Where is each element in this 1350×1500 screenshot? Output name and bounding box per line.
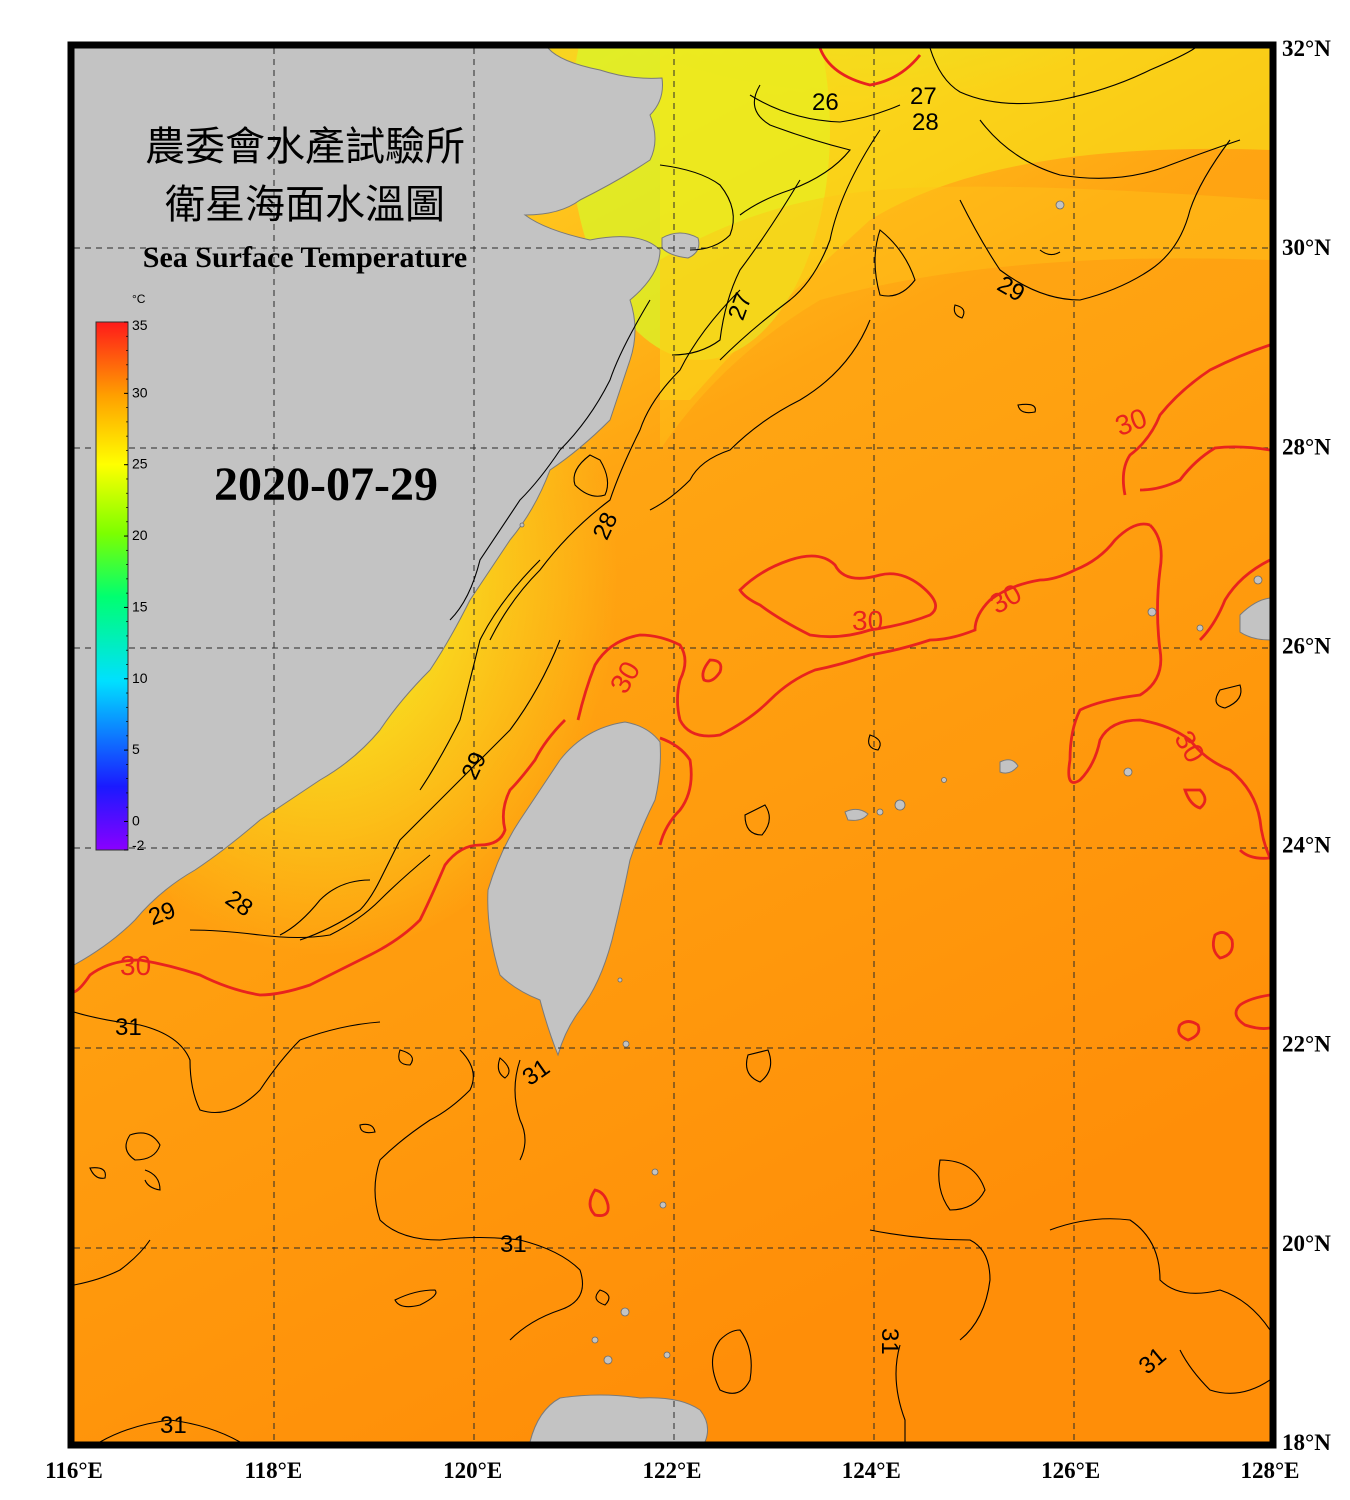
- luzon-island: [529, 1394, 709, 1442]
- longitude-label: 128°E: [1240, 1458, 1299, 1483]
- contour-label: 31: [115, 1014, 142, 1041]
- title-english: Sea Surface Temperature: [143, 241, 467, 274]
- latitude-labels: 32°N 30°N 28°N 26°N 24°N 22°N 20°N 18°N: [1282, 36, 1331, 1455]
- latitude-label: 24°N: [1282, 833, 1331, 858]
- contour-label-30: 30: [852, 605, 883, 636]
- latitude-label: 26°N: [1282, 633, 1331, 658]
- colorbar-tick-label: 10: [132, 670, 148, 686]
- latitude-label: 22°N: [1282, 1032, 1331, 1057]
- colorbar-gradient: [95, 321, 129, 851]
- map-frame: [67, 41, 1277, 1449]
- china-mainland: [74, 48, 663, 966]
- contour-label: 28: [912, 109, 939, 136]
- latitude-label: 18°N: [1282, 1430, 1331, 1455]
- ryukyu-island: [1239, 597, 1270, 641]
- colorbar-tick-label: 15: [132, 598, 148, 614]
- title-map-name: 衛星海面水溫圖: [165, 182, 445, 228]
- isotherms-black: [74, 48, 1270, 1442]
- contour-label: 31: [500, 1231, 527, 1258]
- latitude-label: 28°N: [1282, 434, 1331, 459]
- colorbar-tick-label: 25: [132, 456, 148, 472]
- longitude-label: 126°E: [1041, 1458, 1100, 1483]
- map-date: 2020-07-29: [214, 458, 438, 511]
- longitude-label: 120°E: [443, 1458, 502, 1483]
- colorbar-unit: °C: [132, 292, 146, 306]
- yonaguni-island: [999, 759, 1019, 774]
- taiwan-island: [487, 721, 661, 1057]
- contour-label: 26: [812, 89, 839, 116]
- colorbar-tick-label: -2: [132, 837, 145, 853]
- colorbar: °C 35 30 25 20 15 10 5 0 -2: [95, 292, 148, 853]
- longitude-label: 118°E: [244, 1458, 302, 1483]
- longitude-labels: 116°E 118°E 120°E 122°E 124°E 126°E 128°E: [45, 1458, 1299, 1483]
- colorbar-tick-label: 0: [132, 812, 140, 828]
- latitude-label: 32°N: [1282, 36, 1331, 61]
- colorbar-tick-label: 30: [132, 384, 148, 400]
- colorbar-ticks: 35 30 25 20 15 10 5 0 -2: [124, 317, 148, 853]
- colorbar-tick-label: 20: [132, 527, 148, 543]
- minor-islands: [519, 200, 1263, 1365]
- contour-label-30: 30: [120, 950, 151, 981]
- longitude-label: 124°E: [842, 1458, 901, 1483]
- contour-label: 31: [876, 1328, 903, 1355]
- miyako-island: [844, 808, 869, 821]
- isotherm-30: [74, 48, 1270, 1217]
- latitude-label: 30°N: [1282, 235, 1331, 260]
- longitude-label: 116°E: [45, 1458, 103, 1483]
- title-agency: 農委會水產試驗所: [145, 124, 465, 170]
- contour-label: 27: [910, 83, 937, 110]
- latitude-label: 20°N: [1282, 1231, 1331, 1256]
- chusan-islands: [661, 232, 700, 259]
- contour-label: 31: [160, 1412, 187, 1439]
- longitude-label: 122°E: [642, 1458, 701, 1483]
- colorbar-tick-label: 5: [132, 741, 140, 757]
- colorbar-tick-label: 35: [132, 317, 148, 333]
- land: [74, 48, 1270, 1442]
